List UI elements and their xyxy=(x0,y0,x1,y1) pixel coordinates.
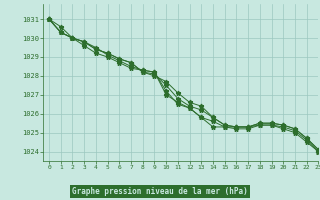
Text: Graphe pression niveau de la mer (hPa): Graphe pression niveau de la mer (hPa) xyxy=(72,187,248,196)
